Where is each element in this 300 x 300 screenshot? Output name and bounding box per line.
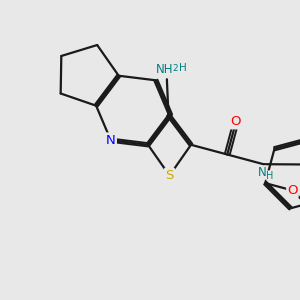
Text: 2: 2 xyxy=(172,64,178,73)
Text: N: N xyxy=(106,134,116,147)
Text: H: H xyxy=(178,63,186,73)
Text: NH: NH xyxy=(156,63,173,76)
Text: O: O xyxy=(231,116,241,128)
Text: O: O xyxy=(287,184,298,197)
Text: N: N xyxy=(258,166,266,179)
Text: H: H xyxy=(266,171,274,181)
Text: S: S xyxy=(165,169,174,182)
